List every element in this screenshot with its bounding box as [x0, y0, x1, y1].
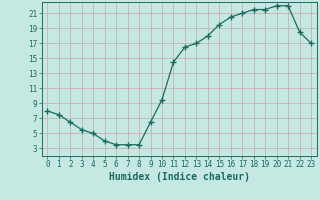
X-axis label: Humidex (Indice chaleur): Humidex (Indice chaleur)	[109, 172, 250, 182]
